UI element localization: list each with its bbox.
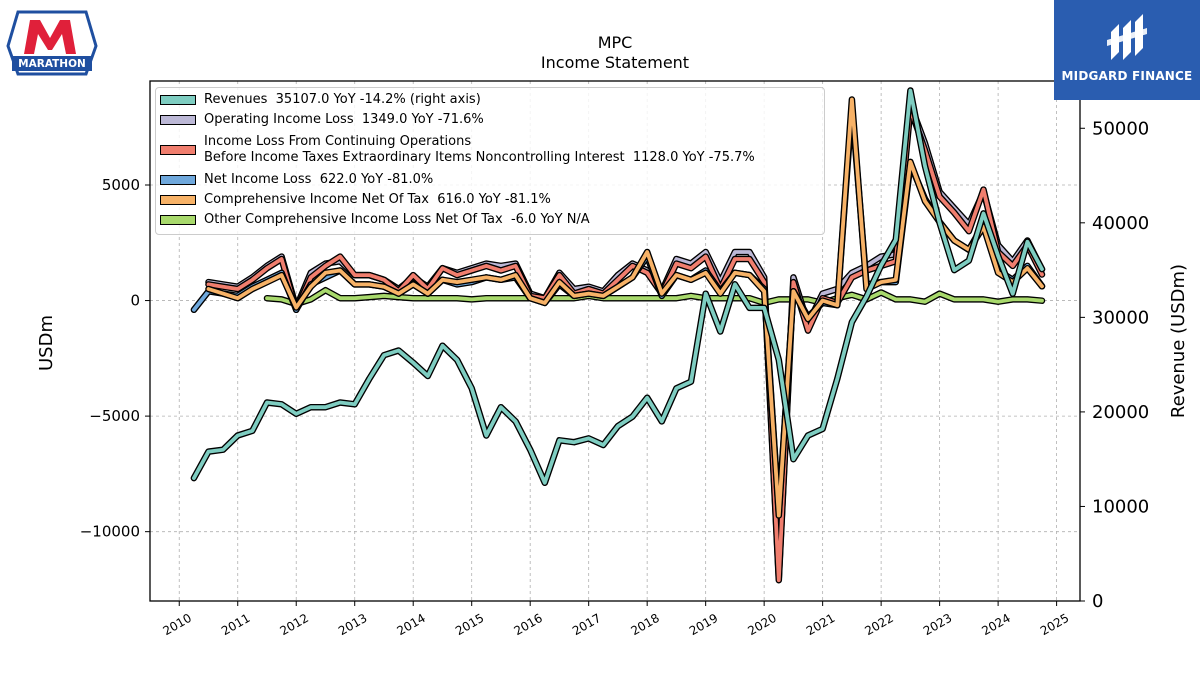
y-right-tick-label: 0 <box>1092 591 1103 612</box>
y-tick-label: −10000 <box>80 523 140 541</box>
x-tick-label: 2014 <box>394 611 427 638</box>
midgard-finance-logo: MIDGARD FINANCE <box>1054 0 1200 100</box>
legend-swatch <box>160 195 196 205</box>
y-tick-label: 0 <box>130 292 140 310</box>
plot-frame <box>149 80 1081 602</box>
y-right-tick-label: 20000 <box>1092 402 1149 423</box>
y-tick-label: 5000 <box>102 176 140 194</box>
x-tick-label: 2022 <box>862 611 895 638</box>
series-line-other-comprehensive-income-loss-net-of-t <box>265 288 1044 306</box>
x-tick-label: 2013 <box>336 611 369 638</box>
series-line-comprehensive-income-net-of-tax <box>206 97 1044 518</box>
legend-item-pretax-income: Income Loss From Continuing Operations B… <box>160 134 755 166</box>
legend-item-operating-income: Operating Income Loss 1349.0 YoY -71.6% <box>160 112 484 128</box>
midgard-finance-text: MIDGARD FINANCE <box>1061 69 1193 83</box>
y-axis-right-label: Revenue (USDm) <box>1168 264 1189 418</box>
y-right-tick-label: 10000 <box>1092 496 1149 517</box>
legend-label: Income Loss From Continuing Operations B… <box>204 134 755 165</box>
x-tick-label: 2023 <box>921 611 954 638</box>
legend-label: Other Comprehensive Income Loss Net Of T… <box>204 212 590 227</box>
chart-title: MPC <box>598 33 633 52</box>
chart-subtitle: Income Statement <box>541 53 689 72</box>
chart-legend: Revenues 35107.0 YoY -14.2% (right axis)… <box>155 87 825 235</box>
x-tick-label: 2024 <box>979 611 1012 638</box>
legend-swatch <box>160 95 196 105</box>
x-tick-label: 2018 <box>628 611 661 638</box>
x-tick-label: 2011 <box>219 611 252 638</box>
y-right-tick-label: 50000 <box>1092 118 1149 139</box>
x-tick-label: 2025 <box>1038 611 1071 638</box>
x-tick-label: 2015 <box>453 611 486 638</box>
legend-item-net-income: Net Income Loss 622.0 YoY -81.0% <box>160 172 433 188</box>
x-tick-label: 2019 <box>687 611 720 638</box>
legend-swatch <box>160 115 196 125</box>
legend-swatch <box>160 175 196 185</box>
legend-label: Revenues 35107.0 YoY -14.2% (right axis) <box>204 92 481 107</box>
marathon-logo: MARATHON <box>4 6 100 78</box>
legend-swatch <box>160 145 196 155</box>
x-tick-label: 2012 <box>277 611 310 638</box>
legend-label: Operating Income Loss 1349.0 YoY -71.6% <box>204 112 484 127</box>
series-line-revenues <box>191 88 1044 485</box>
marathon-logo-text: MARATHON <box>18 58 86 70</box>
y-axis-label: USDm <box>36 315 57 371</box>
x-tick-label: 2020 <box>745 611 778 638</box>
legend-label: Net Income Loss 622.0 YoY -81.0% <box>204 172 434 187</box>
x-tick-label: 2021 <box>804 611 837 638</box>
y-right-tick-label: 30000 <box>1092 307 1149 328</box>
y-right-tick-label: 40000 <box>1092 213 1149 234</box>
legend-label: Comprehensive Income Net Of Tax 616.0 Yo… <box>204 192 551 207</box>
series-layer <box>190 87 1046 584</box>
x-tick-label: 2016 <box>511 611 544 638</box>
legend-swatch <box>160 215 196 225</box>
x-tick-label: 2017 <box>570 611 603 638</box>
y-tick-label: −5000 <box>89 407 140 425</box>
x-tick-label: 2010 <box>161 611 194 638</box>
legend-item-revenues: Revenues 35107.0 YoY -14.2% (right axis) <box>160 92 481 108</box>
legend-item-comprehensive-income: Comprehensive Income Net Of Tax 616.0 Yo… <box>160 192 551 208</box>
midgard-mark-icon <box>1107 14 1147 60</box>
marathon-logo-icon: MARATHON <box>6 10 98 76</box>
legend-item-other-comprehensive-income: Other Comprehensive Income Loss Net Of T… <box>160 212 590 228</box>
